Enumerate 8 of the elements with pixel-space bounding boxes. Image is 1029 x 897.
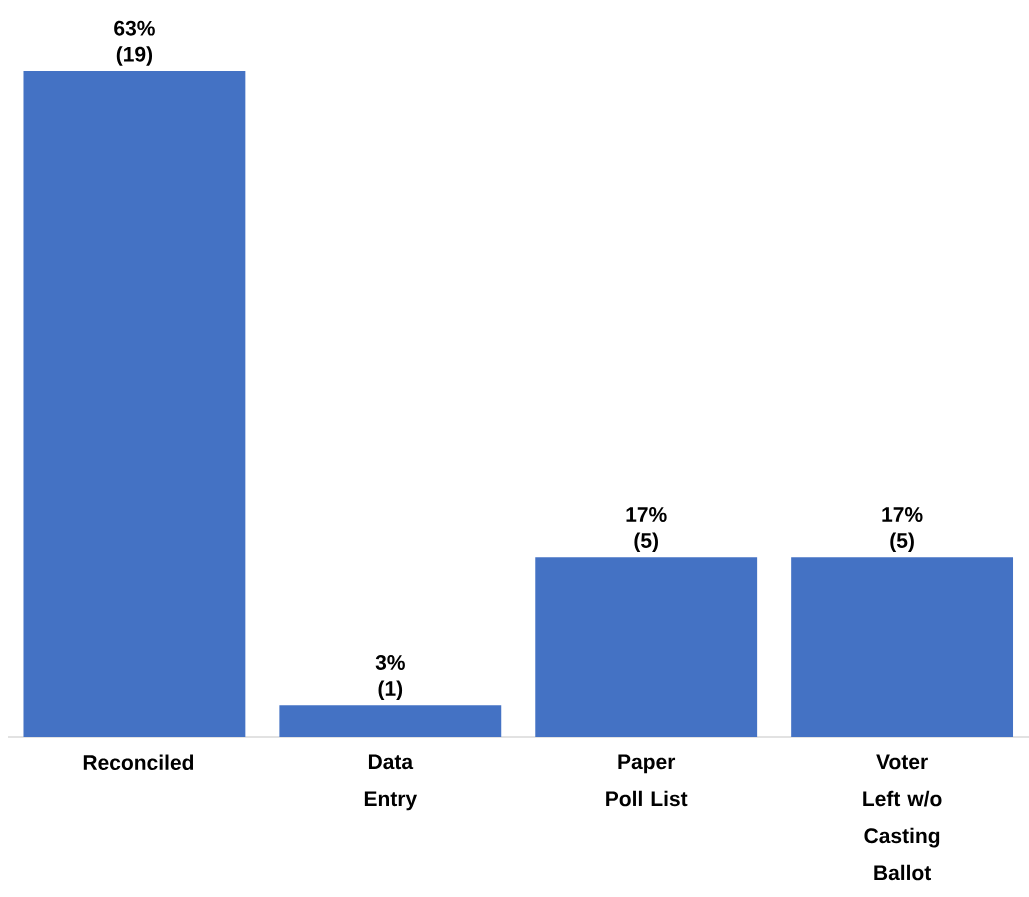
x-tick-label: Paper Poll List	[606, 754, 688, 807]
x-tick-label: Data Entry	[364, 754, 418, 811]
data-label: 17% (5)	[626, 507, 667, 553]
data-label: 17% (5)	[882, 507, 923, 553]
data-label: 3% (1)	[375, 655, 405, 701]
x-tick-label: Voter Left w/o Casting Ballot	[863, 754, 942, 881]
data-label: 63% (19)	[114, 20, 155, 66]
x-tick-label: Reconciled	[83, 754, 194, 770]
